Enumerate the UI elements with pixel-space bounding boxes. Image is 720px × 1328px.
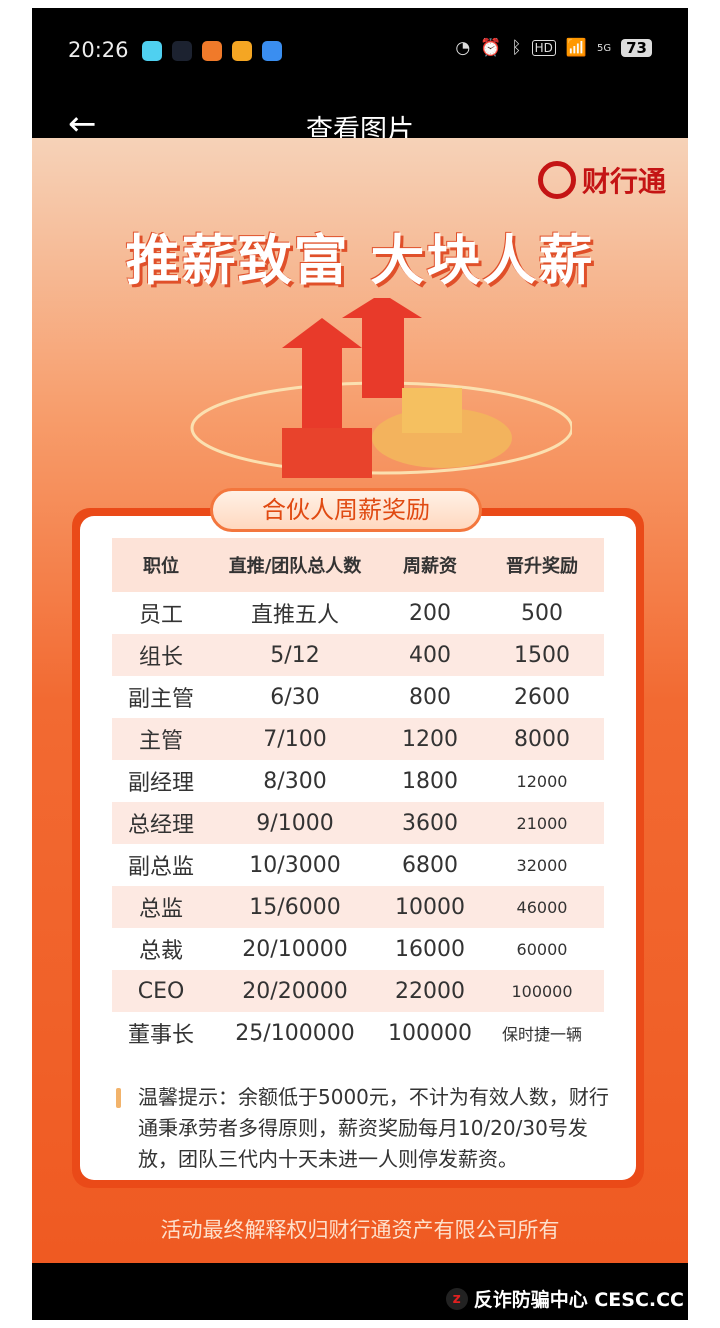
table-cell: 保时捷一辆 bbox=[501, 1025, 582, 1044]
table-cell: 200 bbox=[409, 600, 451, 626]
table-cell: 总监 bbox=[138, 897, 183, 922]
table-cell: 6/30 bbox=[270, 684, 320, 710]
table-cell: 100000 bbox=[388, 1020, 472, 1046]
brand-logo: 财行通 bbox=[537, 160, 666, 200]
app-notification-icon bbox=[142, 41, 162, 61]
table-row: 组长 5/12 400 1500 bbox=[112, 634, 604, 676]
table-row: 副经理 8/300 1800 12000 bbox=[112, 760, 604, 802]
notice-text: 温馨提示：余额低于5000元，不计为有效人数，财行通秉承劳者多得原则，薪资奖励每… bbox=[138, 1085, 609, 1171]
status-icons: ◔ ⏰ ᛒ HD 📶 5G 73 bbox=[455, 38, 652, 58]
table-cell: 1800 bbox=[402, 768, 458, 794]
status-bar: 20:26 ◔ ⏰ ᛒ HD 📶 5G 73 bbox=[32, 8, 688, 98]
table-row: 总裁 20/10000 16000 60000 bbox=[112, 928, 604, 970]
table-cell: 6800 bbox=[402, 852, 458, 878]
watermark-text: 反诈防骗中心 CESC.CC bbox=[473, 1289, 684, 1311]
table-cell: 董事长 bbox=[127, 1023, 194, 1048]
table-cell: 10/3000 bbox=[249, 852, 341, 878]
header-position: 职位 bbox=[143, 556, 179, 577]
notice-marker bbox=[116, 1088, 121, 1108]
table-cell: 2600 bbox=[514, 684, 570, 710]
table-cell: 10000 bbox=[395, 894, 465, 920]
table-cell: 21000 bbox=[516, 813, 568, 833]
table-cell: 400 bbox=[409, 642, 451, 668]
table-row: CEO 20/20000 22000 100000 bbox=[112, 970, 604, 1012]
table-cell: 60000 bbox=[516, 939, 568, 959]
speed-icon: ◔ bbox=[455, 38, 471, 58]
table-cell: 100000 bbox=[511, 981, 573, 1001]
table-cell: 500 bbox=[521, 600, 563, 626]
clock: 20:26 bbox=[68, 38, 129, 62]
watermark-logo-icon: z bbox=[445, 1287, 468, 1310]
bluetooth-icon: ᛒ bbox=[511, 38, 522, 58]
arrow-left-icon[interactable]: ← bbox=[68, 104, 97, 144]
hd-icon: HD bbox=[531, 40, 556, 56]
header-weekly-pay: 周薪资 bbox=[403, 556, 457, 577]
table-cell: 15/6000 bbox=[249, 894, 341, 920]
header-headcount: 直推/团队总人数 bbox=[228, 556, 362, 577]
table-cell: 1500 bbox=[514, 642, 570, 668]
table-cell: 800 bbox=[409, 684, 451, 710]
app-notification-icon bbox=[202, 41, 222, 61]
arrows-coins-illustration bbox=[190, 298, 572, 478]
table-row: 员工 直推五人 200 500 bbox=[112, 592, 604, 634]
logo-mark-icon bbox=[537, 161, 576, 199]
poster-image: 财行通 推薪致富 大块人薪 合伙人周薪奖励 职位 直推/团队总人数 周薪资 晋升… bbox=[32, 138, 688, 1263]
brand-name: 财行通 bbox=[581, 165, 666, 198]
table-cell: 7/100 bbox=[263, 726, 327, 752]
slogan: 推薪致富 大块人薪 bbox=[125, 229, 595, 292]
table-cell: 20/20000 bbox=[242, 978, 348, 1004]
table-cell: 20/10000 bbox=[242, 936, 348, 962]
table-row: 总监 15/6000 10000 46000 bbox=[112, 886, 604, 928]
watermark: z 反诈防骗中心 CESC.CC bbox=[445, 1285, 684, 1312]
weibo-icon bbox=[232, 41, 252, 61]
table-cell: 25/100000 bbox=[235, 1020, 355, 1046]
app-notification-icon bbox=[262, 41, 282, 61]
header-promotion-bonus: 晋升奖励 bbox=[506, 556, 578, 577]
table-cell: 总裁 bbox=[138, 939, 183, 964]
table-cell: 22000 bbox=[395, 978, 465, 1004]
table-cell: 1200 bbox=[402, 726, 458, 752]
table-cell: 员工 bbox=[138, 603, 183, 628]
table-header: 职位 直推/团队总人数 周薪资 晋升奖励 bbox=[112, 538, 604, 592]
mail-icon bbox=[172, 41, 192, 61]
wifi-icon: 📶 bbox=[565, 38, 587, 58]
table-cell: 32000 bbox=[516, 855, 568, 875]
table-cell: 副总监 bbox=[127, 855, 194, 880]
phone-screen: 20:26 ◔ ⏰ ᛒ HD 📶 5G 73 ← 查看图片 财行通 推薪致富 大… bbox=[32, 8, 688, 1320]
alarm-icon: ⏰ bbox=[480, 38, 502, 58]
notice: 温馨提示：余额低于5000元，不计为有效人数，财行通秉承劳者多得原则，薪资奖励每… bbox=[116, 1082, 616, 1175]
table-cell: 12000 bbox=[516, 771, 568, 791]
footer-disclaimer: 活动最终解释权归财行通资产有限公司所有 bbox=[160, 1218, 560, 1242]
table-cell: 9/1000 bbox=[256, 810, 334, 836]
table-cell: 副主管 bbox=[127, 687, 194, 712]
table-cell: 46000 bbox=[516, 897, 568, 917]
network-label: 5G bbox=[597, 42, 612, 54]
table-row: 总经理 9/1000 3600 21000 bbox=[112, 802, 604, 844]
table-cell: 16000 bbox=[395, 936, 465, 962]
table-cell: 主管 bbox=[138, 729, 183, 754]
reward-card: 职位 直推/团队总人数 周薪资 晋升奖励 员工 直推五人 200 500 组长 5/12 4… bbox=[72, 508, 644, 1188]
battery-icon: 73 bbox=[621, 39, 652, 57]
table-row: 主管 7/100 1200 8000 bbox=[112, 718, 604, 760]
table-cell: 8/300 bbox=[263, 768, 327, 794]
table-cell: 组长 bbox=[138, 645, 183, 670]
section-title: 合伙人周薪奖励 bbox=[210, 488, 482, 532]
table-cell: 总经理 bbox=[127, 813, 194, 838]
table-cell: 3600 bbox=[402, 810, 458, 836]
table-cell: 副经理 bbox=[127, 771, 194, 796]
table-cell: 8000 bbox=[514, 726, 570, 752]
table-cell: 直推五人 bbox=[250, 603, 339, 628]
table-row: 副主管 6/30 800 2600 bbox=[112, 676, 604, 718]
table-row: 副总监 10/3000 6800 32000 bbox=[112, 844, 604, 886]
table-cell: 5/12 bbox=[270, 642, 320, 668]
table-row: 董事长 25/100000 100000 保时捷一辆 bbox=[112, 1012, 604, 1054]
reward-table: 职位 直推/团队总人数 周薪资 晋升奖励 员工 直推五人 200 500 组长 5/12 4… bbox=[112, 538, 604, 1054]
table-cell: CEO bbox=[137, 978, 185, 1004]
